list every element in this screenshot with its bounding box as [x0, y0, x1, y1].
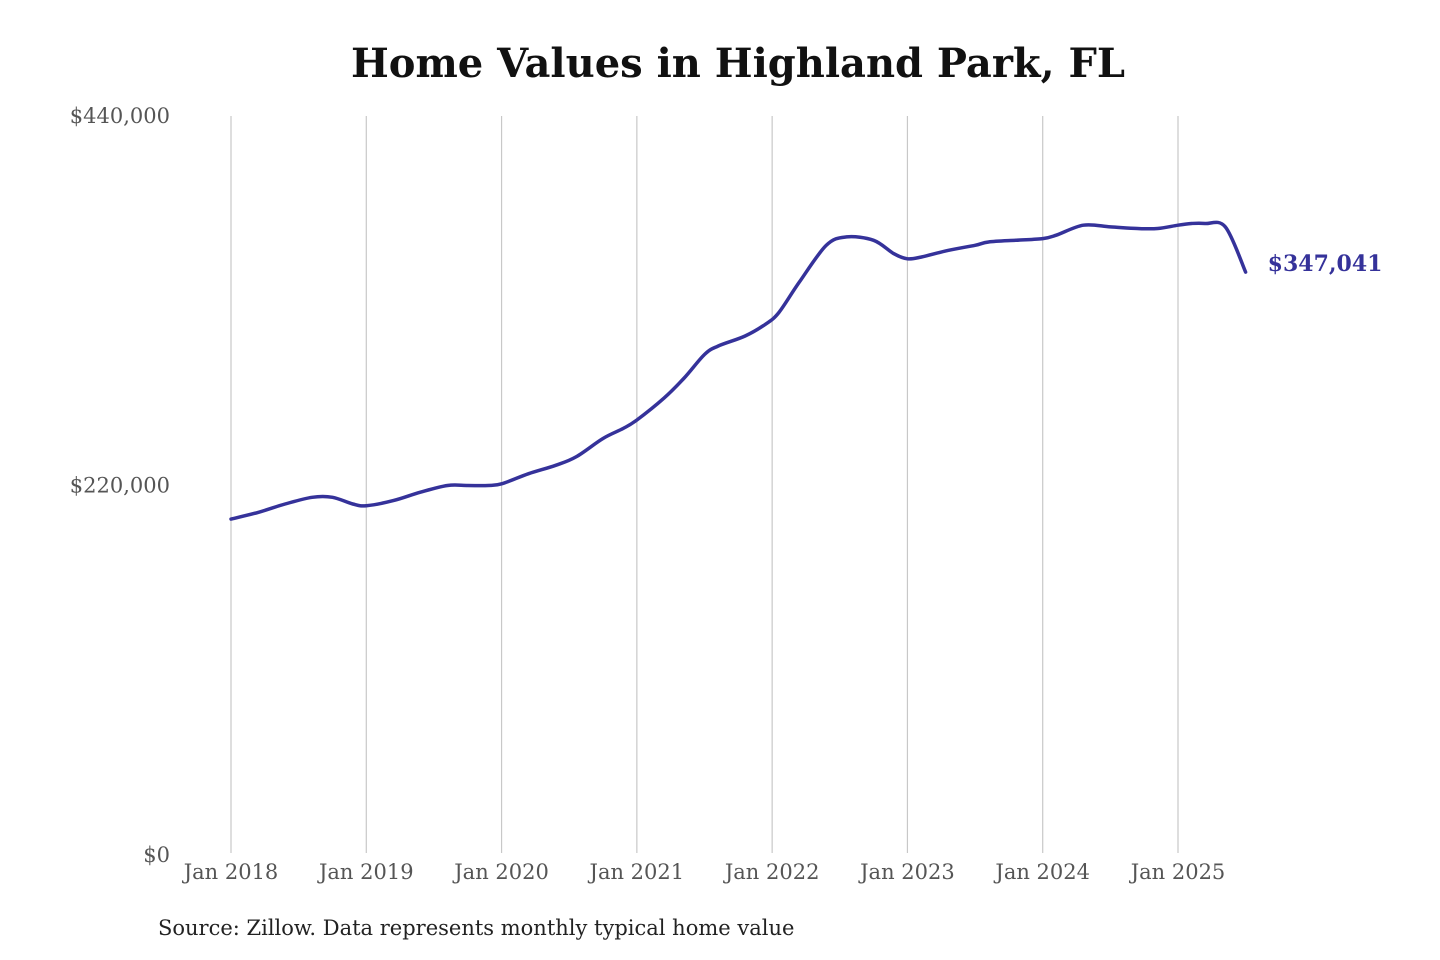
latest-value-label: $347,041	[1268, 251, 1383, 277]
y-tick-label: $440,000	[70, 104, 170, 128]
vertical-gridlines	[230, 116, 1179, 853]
y-tick-label: $220,000	[70, 474, 170, 498]
home-value-series-line	[229, 220, 1248, 521]
x-tick-label: Jan 2018	[182, 860, 279, 884]
y-tick-label: $0	[143, 843, 170, 867]
y-axis-tick-labels: $0 $220,000 $440,000	[70, 104, 170, 867]
chart-title: Home Values in Highland Park, FL	[350, 40, 1126, 87]
x-tick-label: Jan 2024	[993, 860, 1090, 884]
x-tick-label: Jan 2023	[858, 860, 955, 884]
x-tick-label: Jan 2021	[588, 860, 685, 884]
x-tick-label: Jan 2025	[1129, 860, 1226, 884]
x-axis-tick-labels: Jan 2018 Jan 2019 Jan 2020 Jan 2021 Jan 2022…	[182, 860, 1226, 884]
x-tick-label: Jan 2022	[723, 860, 820, 884]
x-tick-label: Jan 2019	[317, 860, 414, 884]
source-note: Source: Zillow. Data represents monthly …	[158, 916, 795, 940]
x-tick-label: Jan 2020	[452, 860, 549, 884]
